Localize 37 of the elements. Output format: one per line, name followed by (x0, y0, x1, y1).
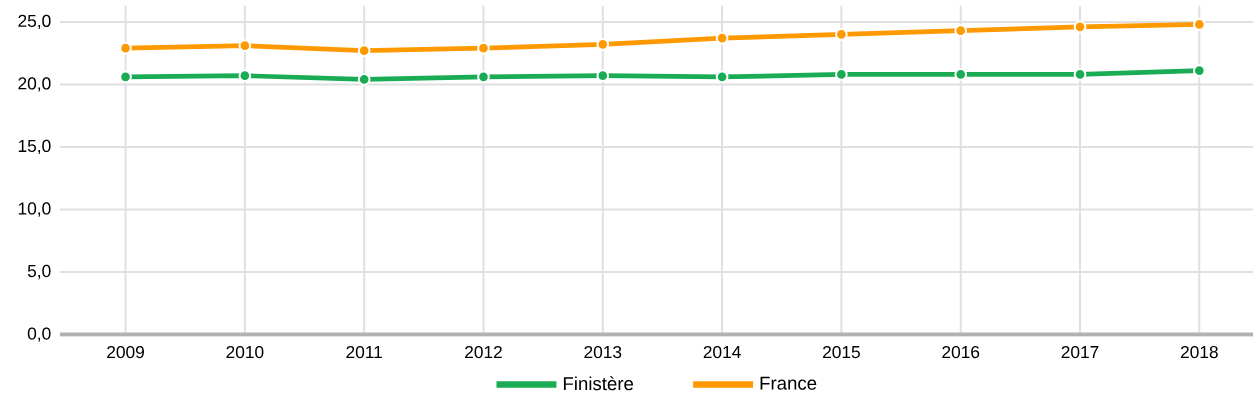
y-tick-label: 25,0 (18, 14, 51, 29)
point (954, 67, 968, 81)
point (477, 70, 490, 84)
point (238, 69, 252, 82)
point (477, 41, 490, 55)
point (596, 37, 610, 51)
point (835, 27, 848, 41)
point (596, 69, 610, 82)
y-tick-label: 5,0 (27, 264, 51, 279)
point (715, 70, 729, 84)
x-tick-label: 2015 (823, 345, 860, 358)
point (1193, 17, 1206, 31)
x-tick-label: 2010 (226, 345, 264, 358)
point (119, 41, 132, 55)
y-tick-label: 20,0 (18, 77, 51, 92)
point (119, 70, 132, 84)
x-tick-label: 2017 (1061, 345, 1099, 358)
x-tick-label: 2011 (346, 345, 382, 358)
point (1073, 20, 1087, 34)
x-tick-label: 2016 (942, 345, 980, 358)
point (715, 31, 729, 45)
x-tick-label: 2009 (107, 345, 144, 358)
y-tick-label: 10,0 (18, 202, 51, 217)
point (835, 67, 848, 81)
x-tick-label: 2018 (1180, 345, 1218, 358)
x-tick-label: 2014 (703, 345, 741, 358)
x-tick-label: 2013 (584, 345, 622, 358)
y-tick-label: 15,0 (18, 139, 51, 154)
y-tick-label: 0,0 (27, 327, 51, 342)
legend-label: France (760, 376, 817, 390)
point (357, 72, 371, 86)
point (954, 24, 968, 37)
point (1073, 67, 1087, 81)
legend-label: Finistère (563, 376, 634, 391)
point (238, 39, 252, 52)
x-tick-label: 2012 (465, 345, 502, 358)
point (357, 44, 371, 57)
